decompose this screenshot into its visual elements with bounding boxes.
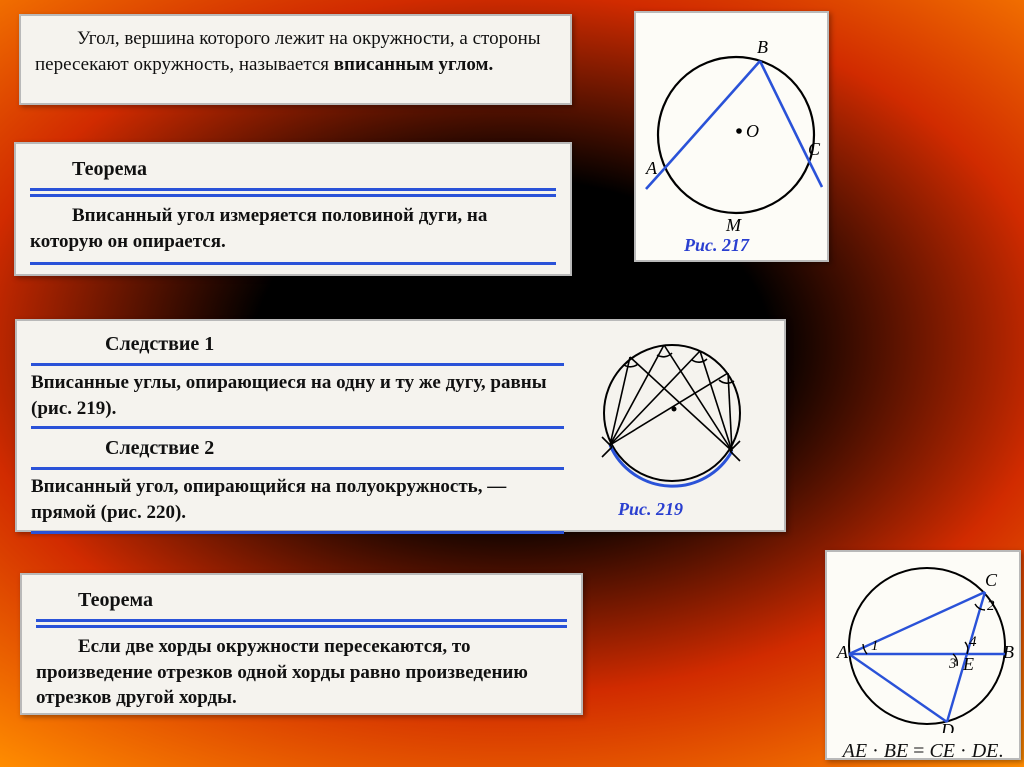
card-corollaries: Следствие 1 Вписанные углы, опирающиеся … — [15, 319, 786, 532]
figure217-caption: Рис. 217 — [683, 235, 750, 254]
blue-rule — [30, 188, 556, 191]
figure-chords-card: A B C D E 1 2 3 4 AE · BE = CE · DE. — [825, 550, 1021, 760]
label-C: C — [985, 570, 998, 590]
definition-bold: вписанным углом. — [334, 54, 493, 75]
theorem1-body: Вписанный угол измеряется половиной дуги… — [30, 203, 556, 256]
corollary2-body: Вписанный угол, опирающийся на полуокруж… — [31, 474, 564, 525]
label-C: C — [808, 139, 821, 159]
blue-rule — [31, 467, 564, 470]
theorem2-body: Если две хорды окружности пересекаются, … — [36, 634, 567, 711]
label-B: B — [757, 37, 768, 57]
chord-equation: AE · BE = CE · DE. — [835, 738, 1011, 763]
angle-3: 3 — [948, 656, 957, 672]
label-A: A — [836, 642, 849, 662]
blue-rule — [31, 426, 564, 429]
card-definition: Угол, вершина которого лежит на окружнос… — [19, 14, 572, 105]
label-B: B — [1003, 642, 1014, 662]
angle-1: 1 — [871, 638, 879, 654]
figure-219-svg: Рис. 219 — [572, 329, 772, 524]
corollary1-heading: Следствие 1 — [31, 329, 564, 360]
figure-217-svg: O B A C M Рис. 217 — [644, 19, 823, 254]
blue-rule — [36, 619, 567, 622]
card-theorem-1: Теорема Вписанный угол измеряется полови… — [14, 142, 572, 276]
theorem2-heading: Теорема — [36, 585, 567, 616]
angle-2: 2 — [987, 598, 995, 614]
blue-rule — [30, 194, 556, 197]
figure219-caption: Рис. 219 — [617, 499, 683, 519]
label-A: A — [645, 158, 658, 178]
corollary1-body: Вписанные углы, опирающиеся на одну и ту… — [31, 370, 564, 421]
blue-rule — [30, 262, 556, 265]
figure-chords-svg: A B C D E 1 2 3 4 — [835, 558, 1015, 733]
slide-root: Угол, вершина которого лежит на окружнос… — [0, 0, 1024, 767]
theorem1-heading: Теорема — [30, 154, 556, 185]
figure-217-card: O B A C M Рис. 217 — [634, 11, 829, 262]
label-D: D — [940, 720, 954, 733]
blue-rule — [31, 363, 564, 366]
blue-rule — [31, 531, 564, 534]
label-M: M — [725, 215, 742, 235]
blue-rule — [36, 625, 567, 628]
label-E: E — [962, 654, 974, 674]
angle-4: 4 — [969, 634, 977, 650]
card-theorem-2: Теорема Если две хорды окружности пересе… — [20, 573, 583, 715]
label-O: O — [746, 121, 759, 141]
corollary2-heading: Следствие 2 — [31, 433, 564, 464]
